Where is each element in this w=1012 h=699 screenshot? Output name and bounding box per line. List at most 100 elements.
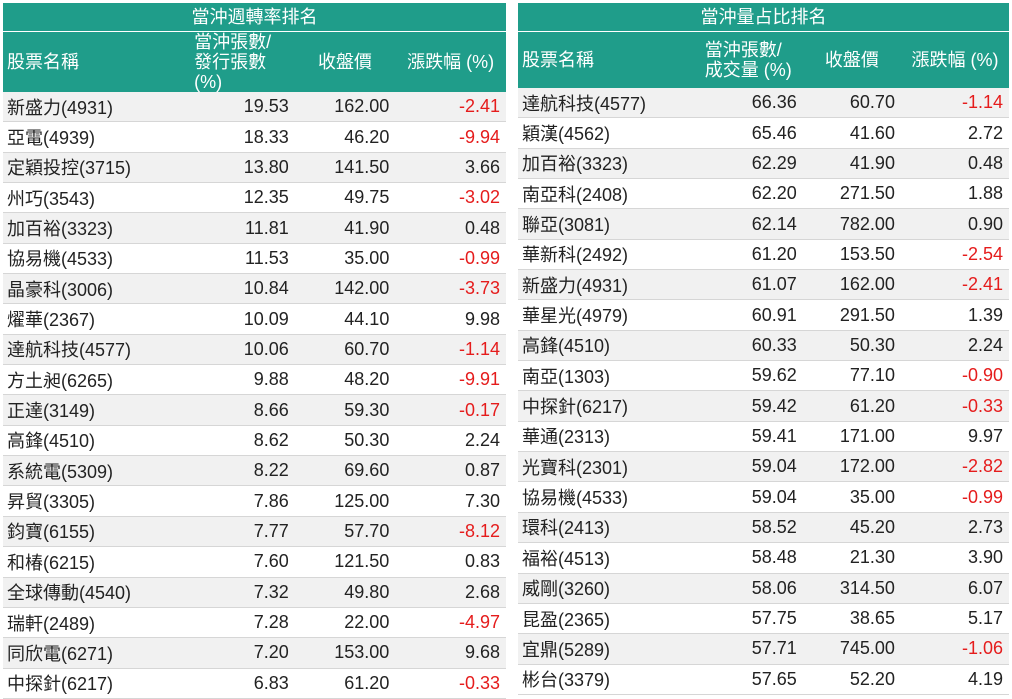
cell-ratio: 59.04 (694, 481, 803, 513)
table-row: 系統電(5309) 8.22 69.60 0.87 (3, 455, 506, 487)
cell-change-pct: 6.07 (900, 573, 1009, 604)
cell-ratio: 60.91 (694, 299, 803, 331)
table-row: 昇貿(3305) 7.86 125.00 7.30 (3, 485, 506, 517)
cell-stock-name: 南亞科(2408) (518, 178, 695, 210)
cell-ratio: 62.14 (694, 208, 803, 240)
cell-close-price: 121.50 (294, 546, 396, 578)
table-row: 達航科技(4577) 66.36 60.70 -1.14 (518, 88, 1009, 119)
cell-stock-name: 正達(3149) (3, 394, 185, 426)
cell-change-pct: -1.06 (900, 633, 1009, 665)
header-close-price: 收盤價 (294, 32, 396, 92)
cell-stock-name: 華通(2313) (518, 421, 695, 453)
cell-close-price: 38.65 (802, 603, 901, 635)
cell-stock-name: 定穎投控(3715) (3, 152, 185, 184)
cell-change-pct: 0.48 (395, 212, 506, 244)
cell-ratio: 62.20 (694, 178, 803, 210)
cell-stock-name: 新盛力(4931) (3, 92, 185, 123)
table-row: 達航科技(4577) 10.06 60.70 -1.14 (3, 334, 506, 366)
cell-stock-name: 燿華(2367) (3, 303, 185, 335)
table-row: 華星光(4979) 60.91 291.50 1.39 (518, 299, 1009, 331)
cell-change-pct: 7.30 (395, 485, 506, 517)
table-row: 亞電(4939) 18.33 46.20 -9.94 (3, 121, 506, 153)
header-stock-name: 股票名稱 (3, 32, 185, 92)
cell-close-price: 162.00 (294, 92, 396, 123)
cell-change-pct: 5.17 (900, 603, 1009, 635)
ranking-table: 股票名稱 當沖張數/ 成交量 (%) 收盤價 漲跌幅 (%) 達航科技(4577… (518, 32, 1009, 695)
cell-ratio: 10.09 (184, 303, 295, 335)
cell-stock-name: 系統電(5309) (3, 455, 185, 487)
cell-close-price: 21.30 (802, 542, 901, 574)
cell-ratio: 59.41 (694, 421, 803, 453)
cell-stock-name: 高鋒(4510) (518, 330, 695, 362)
header-ratio: 當沖張數/ 成交量 (%) (694, 32, 803, 88)
table-row: 全球傳動(4540) 7.32 49.80 2.68 (3, 577, 506, 608)
cell-close-price: 61.20 (294, 668, 396, 699)
table-row: 光寶科(2301) 59.04 172.00 -2.82 (518, 451, 1009, 483)
cell-ratio: 12.35 (184, 182, 295, 214)
cell-change-pct: -2.54 (900, 239, 1009, 271)
cell-change-pct: 2.24 (395, 425, 506, 457)
cell-close-price: 162.00 (802, 269, 901, 301)
table-row: 環科(2413) 58.52 45.20 2.73 (518, 512, 1009, 544)
cell-close-price: 44.10 (294, 303, 396, 335)
cell-ratio: 58.48 (694, 542, 803, 574)
cell-change-pct: 2.73 (900, 512, 1009, 544)
cell-close-price: 77.10 (802, 360, 901, 392)
cell-close-price: 35.00 (294, 243, 396, 275)
cell-close-price: 745.00 (802, 633, 901, 665)
cell-ratio: 7.20 (184, 637, 295, 669)
cell-close-price: 141.50 (294, 152, 396, 184)
day-trade-turnover-ranking-panel: 當沖週轉率排名 股票名稱 當沖張數/ 發行張數 (%) 收盤價 漲跌幅 (%) … (3, 3, 506, 699)
cell-stock-name: 高鋒(4510) (3, 425, 185, 457)
cell-close-price: 69.60 (294, 455, 396, 487)
cell-ratio: 59.62 (694, 360, 803, 392)
cell-change-pct: 2.68 (395, 577, 506, 608)
header-stock-name: 股票名稱 (518, 32, 695, 88)
cell-stock-name: 南亞(1303) (518, 360, 695, 392)
cell-ratio: 59.42 (694, 390, 803, 422)
cell-close-price: 153.50 (802, 239, 901, 271)
cell-close-price: 291.50 (802, 299, 901, 331)
cell-stock-name: 昇貿(3305) (3, 485, 185, 517)
cell-stock-name: 威剛(3260) (518, 573, 695, 604)
cell-change-pct: -0.99 (900, 481, 1009, 513)
cell-ratio: 65.46 (694, 117, 803, 149)
cell-close-price: 50.30 (802, 330, 901, 362)
cell-stock-name: 中探針(6217) (3, 668, 185, 699)
cell-ratio: 57.75 (694, 603, 803, 635)
cell-ratio: 62.29 (694, 148, 803, 180)
cell-ratio: 18.33 (184, 121, 295, 153)
cell-change-pct: -0.33 (900, 390, 1009, 422)
cell-ratio: 66.36 (694, 88, 803, 119)
cell-stock-name: 加百裕(3323) (3, 212, 185, 244)
table-row: 威剛(3260) 58.06 314.50 6.07 (518, 573, 1009, 604)
table-row: 高鋒(4510) 60.33 50.30 2.24 (518, 330, 1009, 362)
cell-stock-name: 和椿(6215) (3, 546, 185, 578)
cell-change-pct: -0.99 (395, 243, 506, 275)
cell-stock-name: 宜鼎(5289) (518, 633, 695, 665)
cell-ratio: 11.81 (184, 212, 295, 244)
cell-change-pct: -3.73 (395, 273, 506, 305)
table-row: 晶豪科(3006) 10.84 142.00 -3.73 (3, 273, 506, 305)
table-row: 昆盈(2365) 57.75 38.65 5.17 (518, 603, 1009, 635)
cell-change-pct: 3.90 (900, 542, 1009, 574)
cell-ratio: 9.88 (184, 364, 295, 396)
cell-change-pct: 4.19 (900, 664, 1009, 695)
panel-title: 當沖量占比排名 (518, 3, 1009, 32)
cell-stock-name: 達航科技(4577) (518, 88, 695, 119)
cell-close-price: 125.00 (294, 485, 396, 517)
cell-stock-name: 瑞軒(2489) (3, 607, 185, 639)
table-row: 華新科(2492) 61.20 153.50 -2.54 (518, 239, 1009, 271)
cell-stock-name: 協易機(4533) (518, 481, 695, 513)
cell-close-price: 57.70 (294, 516, 396, 548)
cell-close-price: 142.00 (294, 273, 396, 305)
cell-close-price: 172.00 (802, 451, 901, 483)
cell-ratio: 7.60 (184, 546, 295, 578)
cell-ratio: 10.06 (184, 334, 295, 366)
cell-change-pct: 1.88 (900, 178, 1009, 210)
cell-ratio: 58.06 (694, 573, 803, 604)
cell-stock-name: 全球傳動(4540) (3, 577, 185, 608)
table-row: 南亞(1303) 59.62 77.10 -0.90 (518, 360, 1009, 392)
ranking-table: 股票名稱 當沖張數/ 發行張數 (%) 收盤價 漲跌幅 (%) 新盛力(4931… (3, 32, 506, 699)
cell-ratio: 59.04 (694, 451, 803, 483)
